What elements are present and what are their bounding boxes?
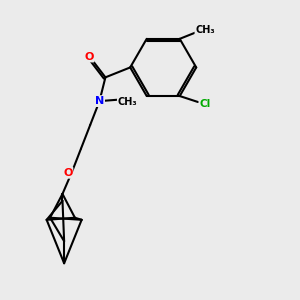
Text: CH₃: CH₃: [195, 25, 215, 35]
Text: CH₃: CH₃: [118, 97, 137, 107]
Text: O: O: [84, 52, 94, 61]
Text: Cl: Cl: [200, 99, 211, 109]
Text: O: O: [63, 168, 73, 178]
Text: N: N: [95, 96, 104, 106]
